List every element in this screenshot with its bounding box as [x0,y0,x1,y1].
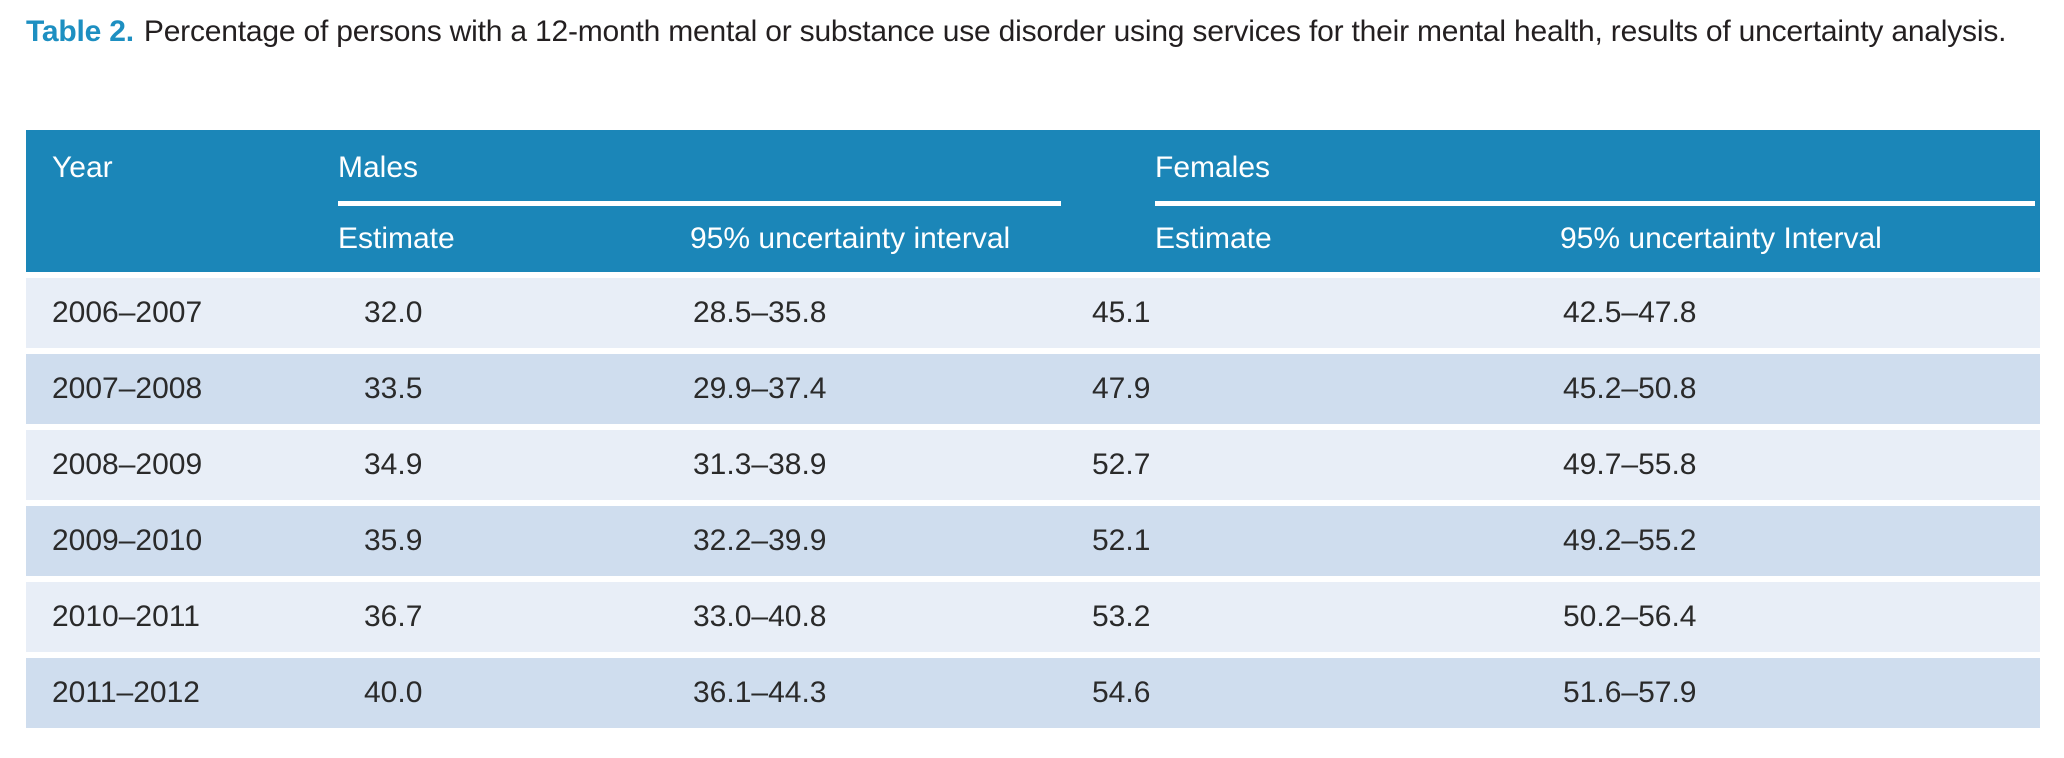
females-group-underline [1155,201,2035,206]
females-estimate-cell: 53.2 [1092,600,1151,633]
males-estimate-cell: 33.5 [364,372,423,405]
females-group-label: Females [1155,151,1271,184]
females-estimate-cell: 47.9 [1092,372,1151,405]
year-cell: 2011–2012 [52,676,200,709]
males-estimate-cell: 40.0 [364,676,423,709]
males-interval-cell: 31.3–38.9 [693,448,827,481]
males-interval-cell: 36.1–44.3 [693,676,827,709]
table-number-label: Table 2. [26,15,134,48]
table-row: 2008–2009 34.9 31.3–38.9 52.7 49.7–55.8 [26,430,2040,500]
year-cell: 2006–2007 [52,296,203,329]
column-header-males-estimate: Estimate [338,222,455,255]
males-interval-cell: 32.2–39.9 [693,524,827,557]
males-group-label: Males [338,151,419,184]
table-header: Year Males Females Estimate 95% uncertai… [26,130,2040,272]
year-cell: 2009–2010 [52,524,203,557]
year-cell: 2007–2008 [52,372,203,405]
year-cell: 2010–2011 [52,600,200,633]
males-estimate-cell: 32.0 [364,296,423,329]
females-interval-cell: 49.2–55.2 [1563,524,1697,557]
females-interval-cell: 45.2–50.8 [1563,372,1697,405]
table-row: 2010–2011 36.7 33.0–40.8 53.2 50.2–56.4 [26,582,2040,652]
females-interval-cell: 49.7–55.8 [1563,448,1697,481]
caption-text: Percentage of persons with a 12-month me… [143,15,2007,48]
females-interval-cell: 42.5–47.8 [1563,296,1697,329]
column-group-females: Females [1092,130,2040,206]
header-group-row: Year Males Females [26,130,2040,206]
table-row: 2011–2012 40.0 36.1–44.3 54.6 51.6–57.9 [26,658,2040,728]
males-interval-cell: 33.0–40.8 [693,600,827,633]
females-interval-cell: 51.6–57.9 [1563,676,1697,709]
females-estimate-cell: 45.1 [1092,296,1151,329]
table-row: 2006–2007 32.0 28.5–35.8 45.1 42.5–47.8 [26,278,2040,348]
column-header-males-interval: 95% uncertainty interval [690,222,1011,255]
column-header-year: Year [52,151,113,184]
uncertainty-analysis-table: Year Males Females Estimate 95% uncertai… [26,130,2040,728]
females-interval-cell: 50.2–56.4 [1563,600,1697,633]
females-estimate-cell: 52.7 [1092,448,1151,481]
column-header-females-estimate: Estimate [1155,222,1272,255]
column-group-males: Males [338,130,1092,206]
table-row: 2009–2010 35.9 32.2–39.9 52.1 49.2–55.2 [26,506,2040,576]
year-cell: 2008–2009 [52,448,203,481]
header-spacer-cell [26,206,338,272]
males-interval-cell: 28.5–35.8 [693,296,827,329]
table-row: 2007–2008 33.5 29.9–37.4 47.9 45.2–50.8 [26,354,2040,424]
table-body: 2006–2007 32.0 28.5–35.8 45.1 42.5–47.8 … [26,278,2040,728]
females-estimate-cell: 54.6 [1092,676,1151,709]
males-group-underline [338,201,1061,206]
header-subrow: Estimate 95% uncertainty interval Estima… [26,206,2040,272]
table-caption: Table 2. Percentage of persons with a 12-… [26,12,2026,51]
males-estimate-cell: 36.7 [364,600,423,633]
females-estimate-cell: 52.1 [1092,524,1151,557]
males-interval-cell: 29.9–37.4 [693,372,827,405]
males-estimate-cell: 35.9 [364,524,423,557]
males-estimate-cell: 34.9 [364,448,423,481]
column-header-females-interval: 95% uncertainty Interval [1560,222,1882,255]
